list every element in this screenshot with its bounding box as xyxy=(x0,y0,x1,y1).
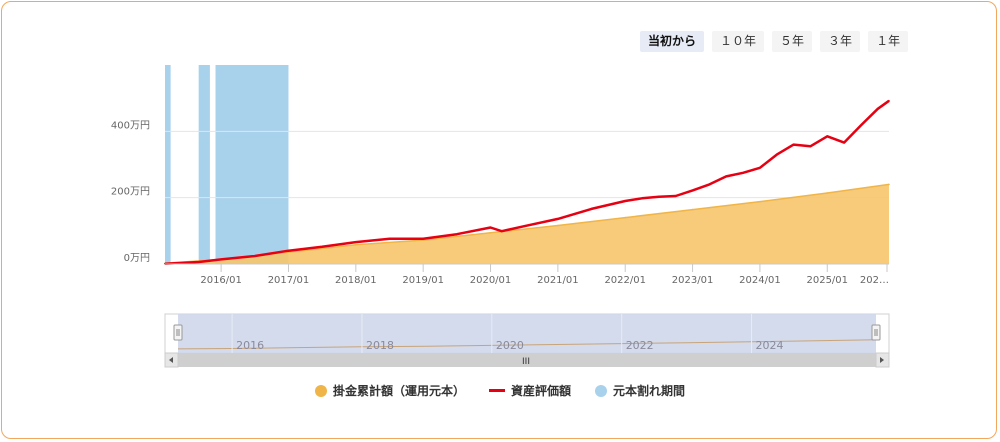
navigator-handle-right[interactable] xyxy=(871,324,881,341)
valuation-point-13 xyxy=(557,218,559,220)
scrollbar-grip: III xyxy=(522,357,530,367)
legend-label-underwater: 元本割れ期間 xyxy=(613,384,686,398)
valuation-line-group xyxy=(164,99,890,265)
valuation-point-8 xyxy=(422,237,424,240)
navigator-label-3: 2022 xyxy=(626,339,654,352)
scroll-right-arrow-icon xyxy=(880,357,884,363)
valuation-line xyxy=(164,99,890,265)
y-axis: 0万円 200万円 400万円 xyxy=(111,120,150,264)
valuation-point-9 xyxy=(456,233,458,235)
contribution-point-6 xyxy=(557,224,559,227)
valuation-point-19 xyxy=(691,189,694,192)
underwater-band-2 xyxy=(215,65,289,264)
legend-marker-underwater xyxy=(595,384,607,397)
valuation-point-11 xyxy=(500,230,503,232)
valuation-point-16 xyxy=(641,197,643,200)
underwater-bands xyxy=(165,65,289,264)
navigator-label-0: 2016 xyxy=(236,339,264,352)
range-button-10y[interactable]: １０年 xyxy=(712,31,765,52)
range-selector: 当初から １０年 ５年 ３年 １年 xyxy=(640,31,909,52)
y-tick-label-2: 400万円 xyxy=(111,120,150,131)
valuation-point-6 xyxy=(355,241,357,243)
x-tick-label-6: 2022/01 xyxy=(604,275,646,286)
valuation-point-31 xyxy=(888,100,890,102)
valuation-point-12 xyxy=(523,225,525,227)
x-tick-label-4: 2020/01 xyxy=(470,275,512,286)
valuation-point-27 xyxy=(826,135,829,138)
contribution-area xyxy=(165,184,889,264)
x-tick-label-8: 2024/01 xyxy=(739,275,781,286)
valuation-point-18 xyxy=(674,195,677,197)
valuation-point-22 xyxy=(742,171,744,174)
valuation-point-23 xyxy=(759,167,761,169)
x-tick-label-1: 2017/01 xyxy=(268,275,310,286)
navigator-label-4: 2024 xyxy=(756,339,784,352)
x-tick-label-10: 202… xyxy=(860,275,889,286)
navigator-label-1: 2018 xyxy=(366,339,394,352)
legend-item-contribution[interactable]: 掛金累計額（運用元本） xyxy=(314,382,465,399)
valuation-point-14 xyxy=(590,208,593,210)
legend: 掛金累計額（運用元本） 資産評価額 元本割れ期間 xyxy=(0,382,1000,399)
valuation-point-25 xyxy=(792,143,795,146)
x-tick-label-5: 2021/01 xyxy=(537,275,579,286)
x-tick-label-9: 2025/01 xyxy=(806,275,848,286)
valuation-point-21 xyxy=(725,175,728,178)
valuation-point-2 xyxy=(220,258,222,261)
y-tick-label-1: 200万円 xyxy=(111,187,150,198)
legend-marker-valuation xyxy=(488,389,505,392)
navigator-series xyxy=(177,339,877,350)
contribution-point-3 xyxy=(355,243,357,246)
valuation-point-4 xyxy=(287,249,290,252)
legend-item-valuation[interactable]: 資産評価額 xyxy=(488,382,571,399)
range-button-5y[interactable]: ５年 xyxy=(772,31,813,52)
valuation-point-10 xyxy=(489,226,492,229)
contribution-point-9 xyxy=(759,200,761,203)
legend-item-underwater[interactable]: 元本割れ期間 xyxy=(595,382,685,399)
valuation-point-29 xyxy=(860,124,862,127)
legend-label-contribution: 掛金累計額（運用元本） xyxy=(332,384,465,398)
range-navigator[interactable]: 2016 2018 2020 2022 2024 III xyxy=(164,313,890,368)
x-axis: 2016/01 2017/01 2018/01 2019/01 2020/01 2021/… xyxy=(165,263,889,286)
x-tick-label-7: 2023/01 xyxy=(672,275,714,286)
valuation-point-17 xyxy=(658,195,660,198)
navigator-selection xyxy=(178,314,876,353)
valuation-point-30 xyxy=(876,107,879,110)
range-button-1y[interactable]: １年 xyxy=(868,31,909,52)
range-button-3y[interactable]: ３年 xyxy=(820,31,861,52)
contribution-point-5 xyxy=(489,232,492,234)
scroll-left-arrow-icon xyxy=(169,357,173,363)
contribution-point-11 xyxy=(888,183,890,186)
y-tick-label-0: 0万円 xyxy=(124,253,150,264)
range-button-all[interactable]: 当初から xyxy=(640,31,705,52)
legend-label-valuation: 資産評価額 xyxy=(510,384,571,398)
valuation-point-20 xyxy=(708,183,711,186)
legend-marker-contribution xyxy=(314,384,327,397)
scrollbar-thumb[interactable] xyxy=(178,353,876,367)
valuation-point-15 xyxy=(624,200,627,202)
navigator-label-2: 2020 xyxy=(496,339,524,352)
valuation-point-26 xyxy=(809,145,812,148)
underwater-band-1 xyxy=(198,65,210,264)
valuation-point-1 xyxy=(197,261,200,263)
contribution-point-8 xyxy=(691,208,694,211)
valuation-point-3 xyxy=(253,255,256,257)
contribution-point-10 xyxy=(826,192,829,194)
x-tick-label-0: 2016/01 xyxy=(200,275,242,286)
valuation-point-28 xyxy=(843,141,845,144)
x-tick-label-2: 2018/01 xyxy=(335,275,377,286)
valuation-point-5 xyxy=(321,245,323,248)
x-tick-label-3: 2019/01 xyxy=(402,275,444,286)
navigator-handle-left[interactable] xyxy=(173,324,183,341)
contribution-point-7 xyxy=(624,216,627,219)
underwater-band-0 xyxy=(165,65,171,264)
valuation-point-24 xyxy=(775,153,778,156)
valuation-point-7 xyxy=(388,237,391,240)
